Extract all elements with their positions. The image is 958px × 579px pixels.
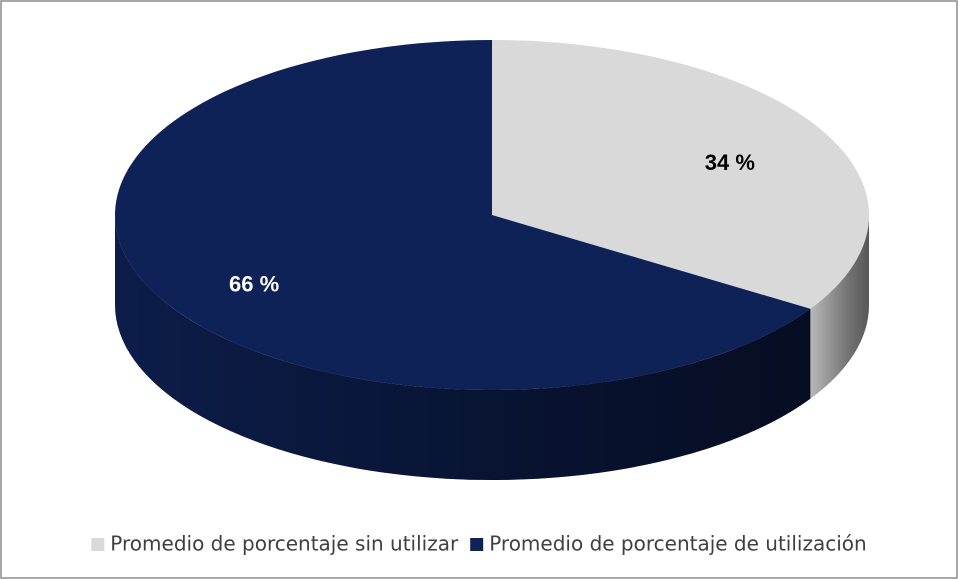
data-label: 34 % xyxy=(705,150,755,175)
slice-side-shade xyxy=(115,215,811,481)
legend-item: Promedio de porcentaje de utilización xyxy=(470,532,867,556)
slice xyxy=(492,40,869,309)
slice xyxy=(114,40,811,391)
legend-swatch xyxy=(91,538,105,551)
legend-label: Promedio de porcentaje de utilización xyxy=(489,532,867,556)
slice-side-shade xyxy=(810,215,869,399)
legend-swatch xyxy=(470,538,484,551)
legend: Promedio de porcentaje sin utilizar Prome… xyxy=(91,532,867,556)
data-label: 66 % xyxy=(229,272,279,297)
pie: 34 % 66 % xyxy=(114,40,869,481)
legend-label: Promedio de porcentaje sin utilizar xyxy=(110,532,459,556)
legend-item: Promedio de porcentaje sin utilizar xyxy=(91,532,459,556)
